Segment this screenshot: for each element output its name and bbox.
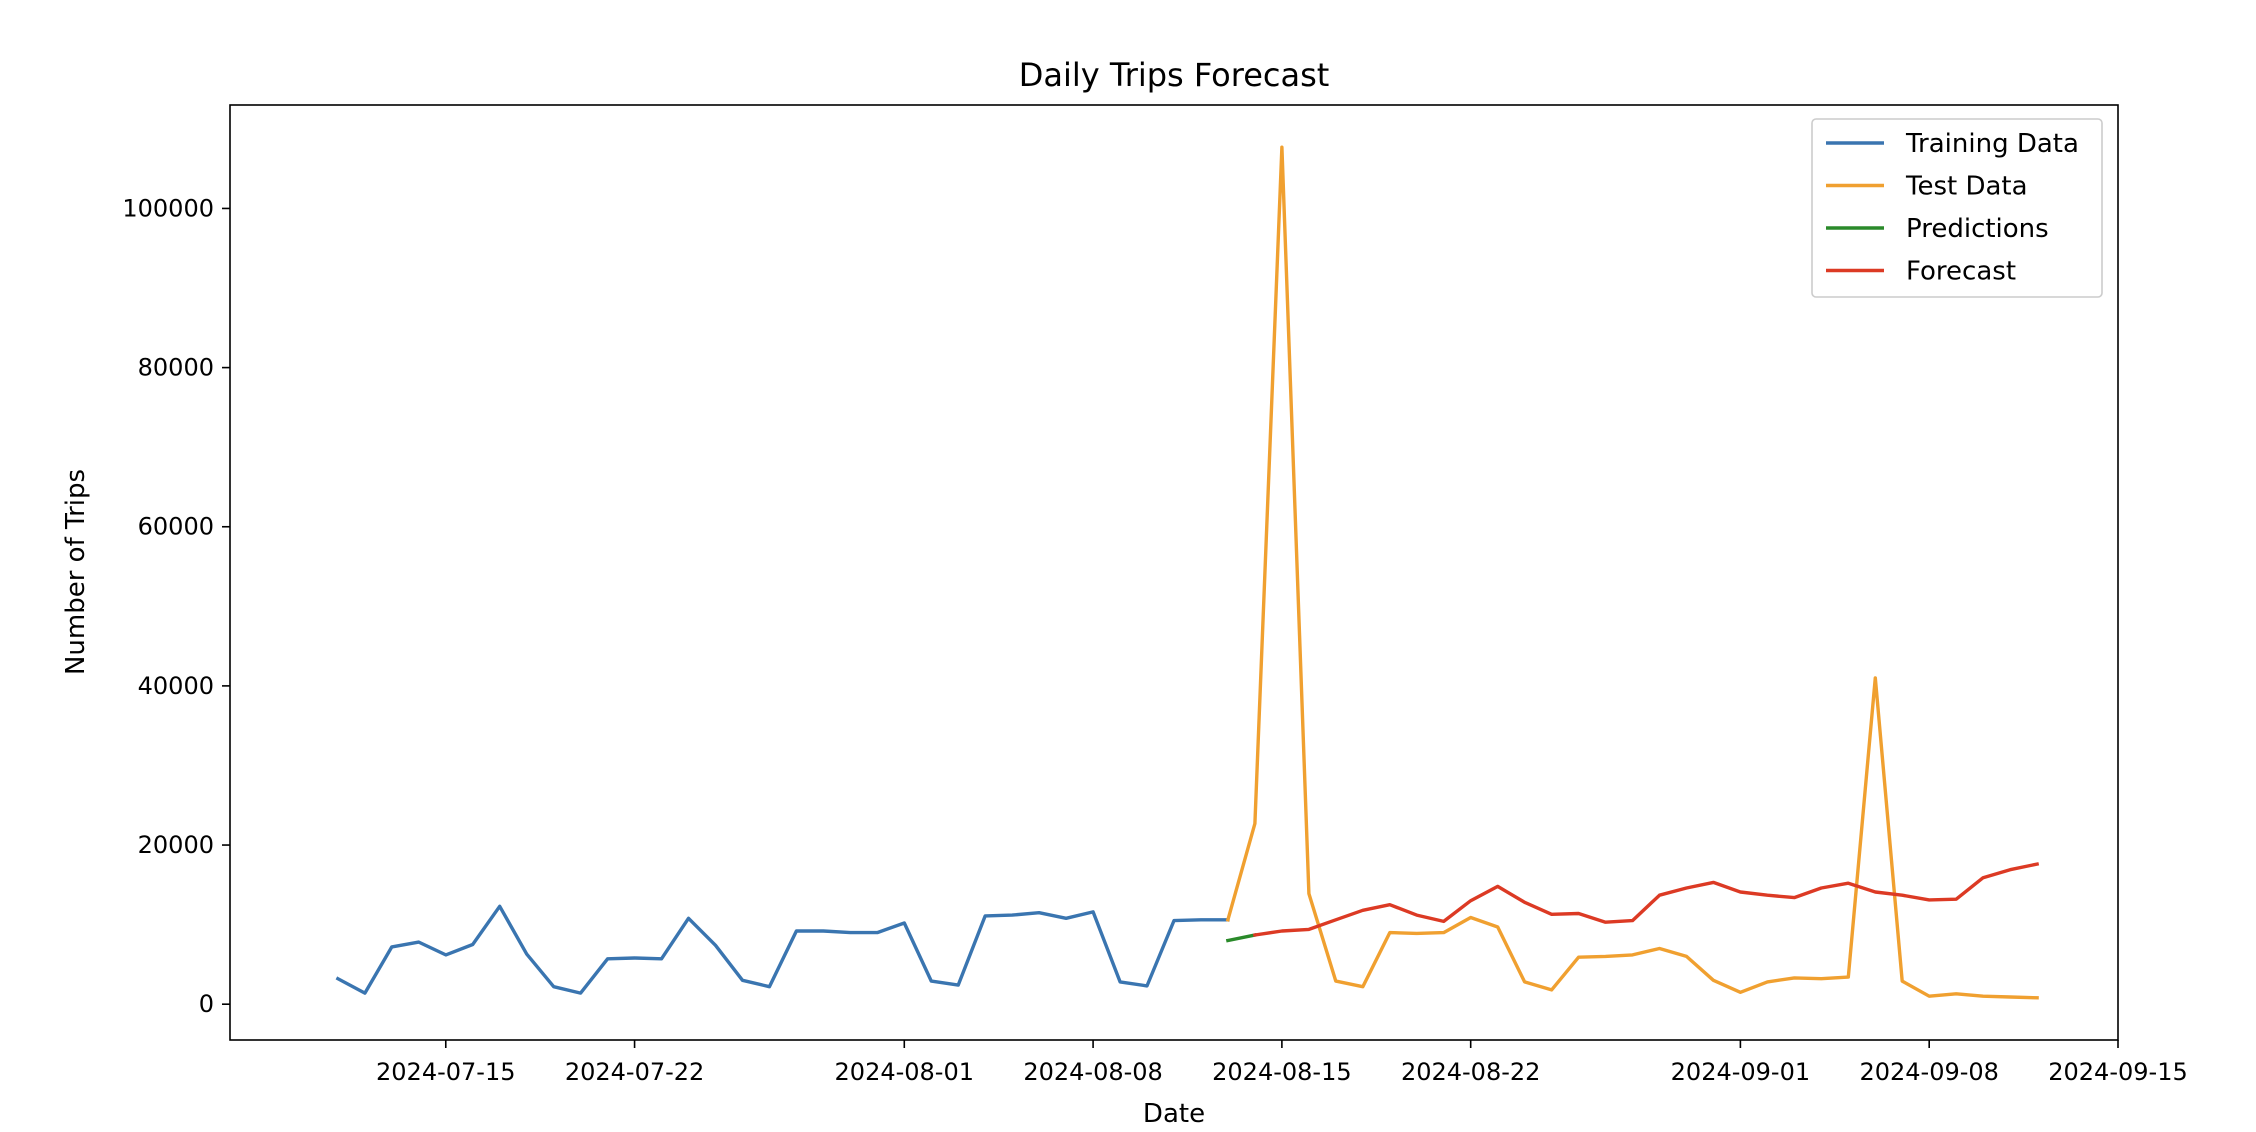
legend-label: Predictions [1906, 214, 2049, 244]
y-tick-label: 100000 [122, 194, 214, 222]
series-line-training-data [335, 904, 1230, 995]
legend-box [1811, 118, 2103, 298]
x-tick-label: 2024-07-22 [565, 1058, 704, 1086]
legend-label: Forecast [1906, 257, 2016, 287]
x-axis: 2024-07-15 2024-07-22 2024-08-01 2024-08-08… [376, 1040, 2188, 1086]
y-tick-label: 80000 [138, 354, 214, 382]
legend-label: Training Data [1905, 129, 2079, 159]
y-axis-title: Number of Trips [61, 469, 91, 675]
x-tick-label: 2024-09-15 [2048, 1058, 2187, 1086]
x-tick-label: 2024-08-08 [1023, 1058, 1162, 1086]
y-tick-label: 0 [199, 990, 214, 1018]
y-axis: 0 20000 40000 60000 80000 100000 [122, 194, 230, 1018]
y-tick-label: 40000 [138, 672, 214, 700]
y-tick-label: 20000 [138, 831, 214, 859]
x-tick-label: 2024-09-08 [1859, 1058, 1998, 1086]
series-line-forecast [1252, 862, 2040, 937]
series-line-test-data [1225, 145, 2039, 1000]
series-line-predictions [1225, 932, 1257, 943]
x-tick-label: 2024-08-22 [1401, 1058, 1540, 1086]
legend: Training Data Test Data Predictions Forecas… [1811, 118, 2103, 298]
x-tick-label: 2024-09-01 [1671, 1058, 1810, 1086]
x-tick-label: 2024-08-01 [835, 1058, 974, 1086]
x-axis-title: Date [1143, 1099, 1205, 1129]
x-tick-label: 2024-08-15 [1212, 1058, 1351, 1086]
chart-title: Daily Trips Forecast [1019, 56, 1330, 94]
plot-area-frame [229, 104, 2119, 1041]
legend-label: Test Data [1905, 172, 2028, 202]
series-layer [335, 145, 2040, 1000]
y-tick-label: 60000 [138, 513, 214, 541]
x-tick-label: 2024-07-15 [376, 1058, 515, 1086]
